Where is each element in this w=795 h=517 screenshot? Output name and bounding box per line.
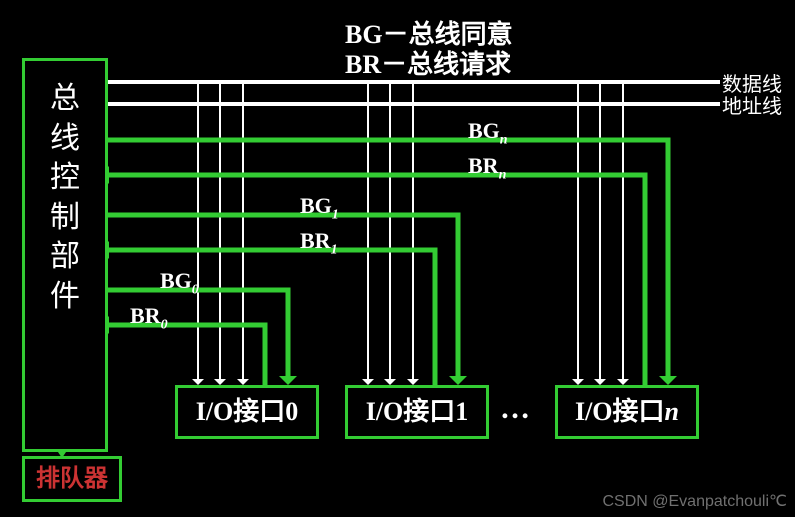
queue-box: 排队器 xyxy=(22,456,122,502)
label-br1: BR1 xyxy=(300,228,338,258)
io-box-label: I/O接口0 xyxy=(178,388,316,436)
addr-line-label: 地址线 xyxy=(722,90,782,119)
io-box-label: I/O接口n xyxy=(558,388,696,436)
label-bg0: BG0 xyxy=(160,268,199,298)
bus-controller-label: 总线控制部件 xyxy=(25,61,105,335)
io-box-label: I/O接口1 xyxy=(348,388,486,436)
queue-label: 排队器 xyxy=(25,459,119,499)
label-br0: BR0 xyxy=(130,303,168,333)
io-box-1: I/O接口1 xyxy=(345,385,489,439)
io-box-n: I/O接口n xyxy=(555,385,699,439)
legend-br: BR－总线请求 xyxy=(345,44,511,81)
bus-controller-box: 总线控制部件 xyxy=(22,58,108,452)
io-box-0: I/O接口0 xyxy=(175,385,319,439)
watermark: CSDN @Evanpatchouli℃ xyxy=(602,491,787,511)
label-brn: BRn xyxy=(468,153,506,183)
label-bg1: BG1 xyxy=(300,193,339,223)
ellipsis: … xyxy=(500,392,530,426)
label-bgn: BGn xyxy=(468,118,508,148)
